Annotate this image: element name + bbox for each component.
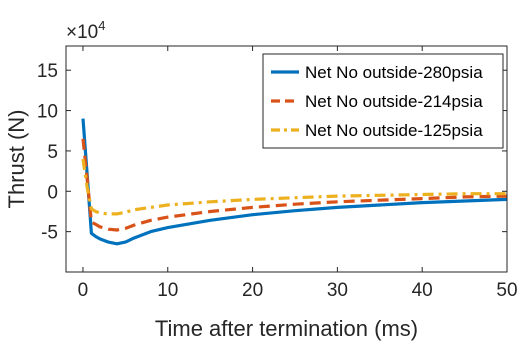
legend-box [262, 53, 504, 149]
legend: Net No outside-280psia Net No outside-214… [262, 53, 504, 149]
legend-label-3: Net No outside-125psia [305, 121, 483, 140]
y-multiplier-base: ×10 [66, 22, 98, 43]
series-line-3 [81, 158, 507, 216]
plot-frame [65, 45, 508, 273]
legend-label-2: Net No outside-214psia [305, 92, 483, 111]
y-axis-multiplier: ×104 [66, 18, 105, 43]
y-multiplier-exponent: 4 [98, 18, 105, 33]
x-axis-label: Time after termination (ms) [155, 316, 418, 341]
x-tick-label: 40 [412, 280, 433, 301]
series-line-2 [81, 138, 508, 232]
ticks-layer: 0 10 20 30 40 50 -5 0 5 10 15 [37, 46, 518, 301]
y-axis-label: Thrust (N) [4, 110, 29, 209]
x-tick-label: 30 [327, 280, 348, 301]
y-tick-label: 10 [37, 102, 58, 123]
y-tick-label: 5 [47, 142, 58, 163]
series-line-1 [81, 118, 508, 246]
series-layer [81, 118, 508, 246]
x-tick-label: 20 [242, 280, 263, 301]
y-tick-label: 15 [37, 61, 58, 82]
axes-layer [65, 45, 508, 273]
y-tick-label: 0 [47, 182, 58, 203]
x-tick-label: 50 [496, 280, 517, 301]
x-tick-label: 0 [78, 280, 89, 301]
x-tick-label: 10 [157, 280, 178, 301]
legend-label-1: Net No outside-280psia [305, 63, 483, 82]
y-tick-label: -5 [41, 223, 58, 244]
